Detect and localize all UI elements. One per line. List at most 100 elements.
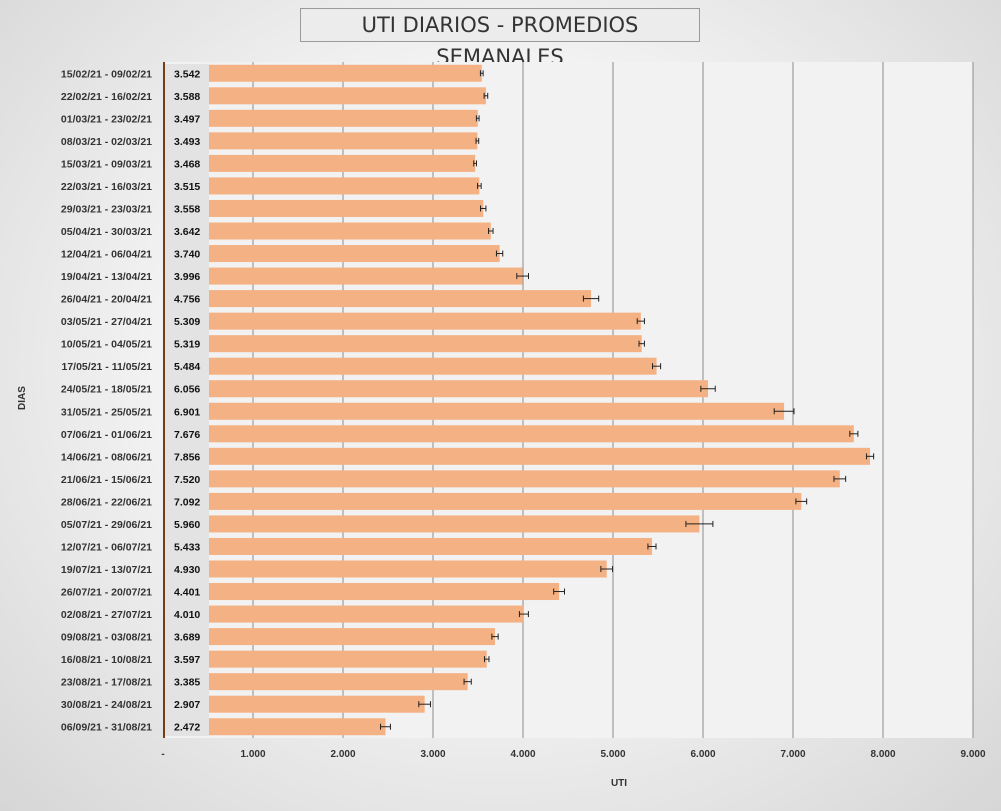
data-label: 2.472 <box>174 722 200 734</box>
data-label: 3.558 <box>174 203 200 215</box>
category-label: 07/06/21 - 01/06/21 <box>61 429 152 441</box>
bar <box>209 628 496 646</box>
data-label: 5.960 <box>174 519 200 531</box>
data-label: 3.642 <box>174 226 200 238</box>
data-label: 3.385 <box>174 677 200 689</box>
bar <box>209 312 641 330</box>
data-label: 4.930 <box>174 564 200 576</box>
category-label: 26/07/21 - 20/07/21 <box>61 587 152 599</box>
bar <box>209 177 480 195</box>
data-label: 3.689 <box>174 632 200 644</box>
category-label: 08/03/21 - 02/03/21 <box>61 136 152 148</box>
category-label: 09/08/21 - 03/08/21 <box>61 632 152 644</box>
bar <box>209 87 486 105</box>
category-label: 14/06/21 - 08/06/21 <box>61 451 152 463</box>
category-label: 12/04/21 - 06/04/21 <box>61 249 152 261</box>
category-label: 23/08/21 - 17/08/21 <box>61 677 152 689</box>
category-label: 22/02/21 - 16/02/21 <box>61 91 152 103</box>
category-label: 12/07/21 - 06/07/21 <box>61 541 152 553</box>
data-label: 3.996 <box>174 271 200 283</box>
bar <box>209 583 560 601</box>
y-axis-title: DIAS <box>17 386 28 410</box>
x-tick-label: 4.000 <box>510 749 535 760</box>
plot-area <box>163 62 973 738</box>
bar <box>209 650 487 668</box>
data-label: 3.497 <box>174 113 200 125</box>
category-label: 15/03/21 - 09/03/21 <box>61 158 152 170</box>
category-label: 05/04/21 - 30/03/21 <box>61 226 152 238</box>
x-tick-label: 1.000 <box>240 749 265 760</box>
bar <box>209 109 478 127</box>
x-tick-label: 2.000 <box>330 749 355 760</box>
x-tick-label: 7.000 <box>780 749 805 760</box>
category-label: 15/02/21 - 09/02/21 <box>61 68 152 80</box>
data-label: 7.676 <box>174 429 200 441</box>
category-label: 30/08/21 - 24/08/21 <box>61 699 152 711</box>
data-label: 5.319 <box>174 339 200 351</box>
bar <box>209 447 871 465</box>
x-tick-label: 6.000 <box>690 749 715 760</box>
category-label: 05/07/21 - 29/06/21 <box>61 519 152 531</box>
category-label: 10/05/21 - 04/05/21 <box>61 339 152 351</box>
category-label: 03/05/21 - 27/04/21 <box>61 316 152 328</box>
bar <box>209 402 785 420</box>
bar <box>209 154 476 172</box>
category-label: 06/09/21 - 31/08/21 <box>61 722 152 734</box>
bar <box>209 357 657 375</box>
category-label: 21/06/21 - 15/06/21 <box>61 474 152 486</box>
category-label: 29/03/21 - 23/03/21 <box>61 203 152 215</box>
bar <box>209 492 802 510</box>
category-label: 17/05/21 - 11/05/21 <box>62 361 153 373</box>
bar <box>209 199 484 217</box>
bar <box>209 718 386 736</box>
data-label: 3.515 <box>174 181 200 193</box>
data-label: 5.309 <box>174 316 200 328</box>
category-label: 24/05/21 - 18/05/21 <box>61 384 152 396</box>
x-tick-label: 5.000 <box>600 749 625 760</box>
data-label: 6.056 <box>174 384 200 396</box>
bar <box>209 64 482 82</box>
x-axis-title: UTI <box>611 778 627 789</box>
bar <box>209 290 592 308</box>
bar <box>209 425 854 443</box>
bar <box>209 267 523 285</box>
bar <box>209 673 468 691</box>
data-label: 4.010 <box>174 609 200 621</box>
bar <box>209 222 491 240</box>
data-label: 3.740 <box>174 249 200 261</box>
category-label: 31/05/21 - 25/05/21 <box>61 406 152 418</box>
category-label: 16/08/21 - 10/08/21 <box>61 654 152 666</box>
data-label: 5.433 <box>174 541 200 553</box>
x-tick-label: 3.000 <box>420 749 445 760</box>
bar <box>209 605 524 623</box>
category-label: 28/06/21 - 22/06/21 <box>61 496 152 508</box>
data-label: 3.597 <box>174 654 200 666</box>
value-label-column <box>165 64 209 736</box>
data-label: 2.907 <box>174 699 200 711</box>
data-label: 4.756 <box>174 294 200 306</box>
data-label: 3.468 <box>174 158 200 170</box>
data-label: 7.092 <box>174 496 200 508</box>
data-label: 4.401 <box>174 587 200 599</box>
x-tick-label: 8.000 <box>870 749 895 760</box>
data-label: 7.520 <box>174 474 200 486</box>
data-label: 3.542 <box>174 68 200 80</box>
bar <box>209 245 500 263</box>
x-tick-label: 9.000 <box>960 749 985 760</box>
data-label: 3.588 <box>174 91 200 103</box>
bar <box>209 515 700 533</box>
data-label: 5.484 <box>174 361 200 373</box>
bar <box>209 537 652 555</box>
category-label: 26/04/21 - 20/04/21 <box>61 294 152 306</box>
data-label: 6.901 <box>174 406 200 418</box>
bar <box>209 470 840 488</box>
data-label: 3.493 <box>174 136 200 148</box>
category-label: 22/03/21 - 16/03/21 <box>61 181 152 193</box>
category-label: 02/08/21 - 27/07/21 <box>61 609 152 621</box>
bar <box>209 132 478 150</box>
category-label: 19/07/21 - 13/07/21 <box>61 564 152 576</box>
data-label: 7.856 <box>174 451 200 463</box>
x-tick-label: - <box>161 749 164 760</box>
bar <box>209 695 425 713</box>
